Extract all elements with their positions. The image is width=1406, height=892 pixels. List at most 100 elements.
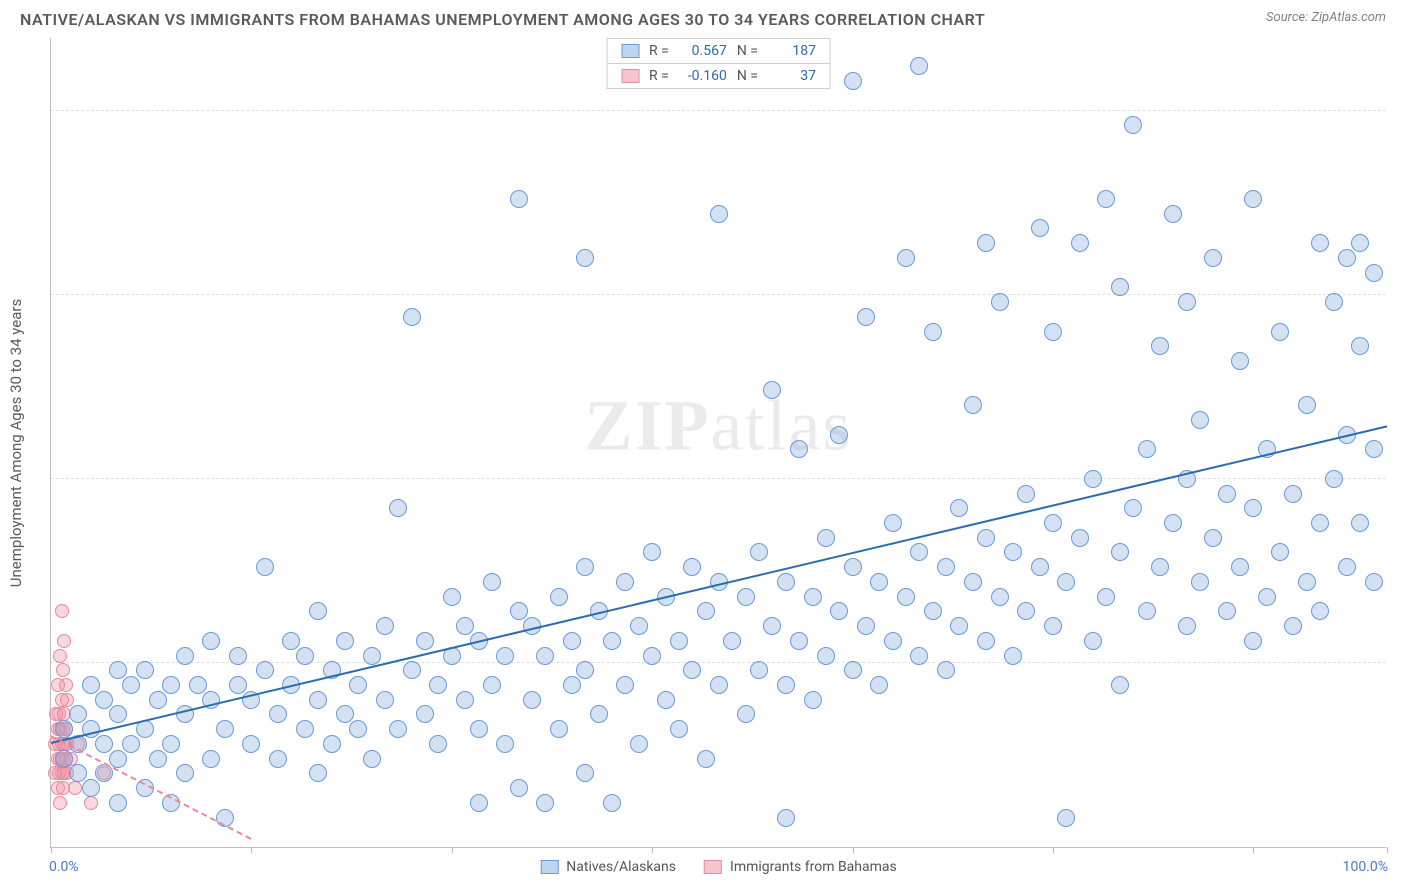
data-point [830, 426, 848, 444]
data-point [162, 735, 180, 753]
data-point [817, 647, 835, 665]
data-point [563, 676, 581, 694]
data-point [977, 529, 995, 547]
data-point [590, 705, 608, 723]
data-point [95, 735, 113, 753]
data-point [1351, 514, 1369, 532]
data-point [710, 205, 728, 223]
data-point [349, 720, 367, 738]
data-point [937, 558, 955, 576]
data-point [576, 558, 594, 576]
data-point [55, 750, 73, 768]
data-point [737, 705, 755, 723]
data-point [710, 676, 728, 694]
data-point [269, 750, 287, 768]
data-point [1244, 190, 1262, 208]
data-point [510, 779, 528, 797]
data-point [750, 543, 768, 561]
data-point [309, 691, 327, 709]
data-point [1097, 588, 1115, 606]
data-point [1258, 588, 1276, 606]
data-point [964, 396, 982, 414]
stats-legend: R = 0.567 N = 187 R = -0.160 N = 37 [606, 38, 831, 89]
data-point [456, 691, 474, 709]
data-point [269, 705, 287, 723]
data-point [536, 794, 554, 812]
data-point [523, 691, 541, 709]
n-value: 187 [768, 43, 816, 59]
data-point [1138, 440, 1156, 458]
legend-label: Immigrants from Bahamas [730, 859, 897, 875]
plot-region: ZIPatlas R = 0.567 N = 187 R = -0.160 N … [50, 38, 1386, 848]
data-point [1044, 617, 1062, 635]
data-point [510, 602, 528, 620]
data-point [1218, 602, 1236, 620]
data-point [1244, 499, 1262, 517]
xtick [452, 847, 453, 853]
stats-row-red: R = -0.160 N = 37 [607, 64, 830, 88]
data-point [55, 720, 73, 738]
data-point [844, 72, 862, 90]
data-point [1298, 396, 1316, 414]
data-point [470, 720, 488, 738]
data-point [657, 691, 675, 709]
data-point [964, 573, 982, 591]
data-point [777, 676, 795, 694]
data-point [60, 693, 74, 707]
data-point [1111, 676, 1129, 694]
data-point [977, 234, 995, 252]
xtick [652, 847, 653, 853]
data-point [910, 647, 928, 665]
legend-item-blue: Natives/Alaskans [540, 859, 676, 875]
data-point [804, 588, 822, 606]
data-point [53, 796, 67, 810]
data-point [109, 705, 127, 723]
data-point [1191, 573, 1209, 591]
data-point [456, 617, 474, 635]
data-point [296, 647, 314, 665]
data-point [1191, 411, 1209, 429]
data-point [817, 529, 835, 547]
data-point [576, 764, 594, 782]
data-point [82, 676, 100, 694]
trend-line [51, 425, 1387, 744]
data-point [1351, 234, 1369, 252]
data-point [977, 632, 995, 650]
stats-row-blue: R = 0.567 N = 187 [607, 39, 830, 64]
xtick [1253, 847, 1254, 853]
data-point [1017, 602, 1035, 620]
data-point [1111, 278, 1129, 296]
data-point [763, 617, 781, 635]
data-point [1004, 647, 1022, 665]
data-point [122, 676, 140, 694]
data-point [1071, 529, 1089, 547]
data-point [256, 558, 274, 576]
data-point [483, 676, 501, 694]
legend-label: Natives/Alaskans [566, 859, 676, 875]
legend-item-red: Immigrants from Bahamas [704, 859, 897, 875]
xaxis-max-label: 100.0% [1343, 859, 1388, 875]
data-point [1204, 249, 1222, 267]
data-point [777, 809, 795, 827]
data-point [857, 617, 875, 635]
data-point [149, 750, 167, 768]
data-point [844, 661, 862, 679]
data-point [510, 190, 528, 208]
n-label: N = [737, 43, 758, 59]
data-point [95, 691, 113, 709]
data-point [643, 543, 661, 561]
data-point [256, 661, 274, 679]
data-point [884, 632, 902, 650]
n-value: 37 [768, 68, 816, 84]
yaxis-title: Unemployment Among Ages 30 to 34 years [7, 299, 25, 587]
data-point [389, 720, 407, 738]
data-point [1231, 352, 1249, 370]
data-point [884, 514, 902, 532]
data-point [470, 794, 488, 812]
data-point [389, 499, 407, 517]
data-point [563, 632, 581, 650]
data-point [1311, 514, 1329, 532]
data-point [216, 720, 234, 738]
ytick-label: 50.0% [1391, 103, 1406, 119]
data-point [1338, 249, 1356, 267]
